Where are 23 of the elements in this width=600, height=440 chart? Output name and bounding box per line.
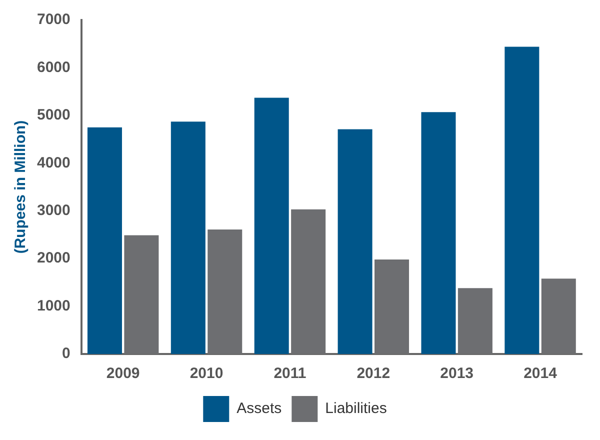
x-tick-label: 2009 [106, 365, 140, 382]
legend-label: Liabilities [325, 400, 387, 418]
y-tick-label: 3000 [36, 202, 70, 219]
bar [254, 98, 289, 354]
y-tick-label: 5000 [36, 106, 70, 124]
x-tick-label: 2012 [356, 365, 390, 382]
y-tick-label: 4000 [36, 154, 70, 172]
x-tick-label: 2013 [440, 365, 474, 382]
x-tick-label: 2014 [524, 365, 558, 382]
bar [170, 122, 206, 354]
y-axis-title: (Rupees in Million) [12, 120, 30, 254]
y-tick-label: 6000 [36, 58, 70, 76]
y-tick-label: 7000 [36, 11, 70, 28]
y-tick-label: 1000 [36, 297, 70, 314]
y-tick-label: 2000 [36, 250, 70, 267]
bar [87, 127, 122, 354]
legend-label: Assets [236, 400, 282, 418]
bar [338, 129, 372, 354]
x-tick-label: 2010 [190, 365, 224, 382]
y-tick-label: 0 [62, 345, 70, 362]
bar [504, 46, 540, 354]
bar [421, 112, 456, 354]
x-tick-label: 2011 [274, 365, 306, 382]
